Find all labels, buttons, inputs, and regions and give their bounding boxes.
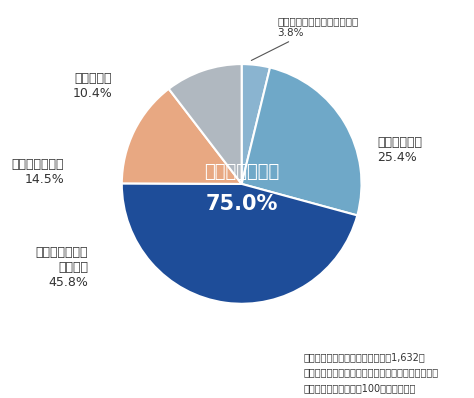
Text: 75.0%: 75.0% [205, 194, 278, 214]
Wedge shape [122, 183, 357, 304]
Text: 取引先の登録状況を確認済み
3.8%: 取引先の登録状況を確認済み 3.8% [251, 16, 359, 60]
Text: 制度開始までに
確認予定
45.8%: 制度開始までに 確認予定 45.8% [36, 246, 88, 289]
Text: 現在、確認中
25.4%: 現在、確認中 25.4% [377, 137, 422, 164]
Wedge shape [122, 89, 242, 184]
Wedge shape [242, 64, 270, 184]
Wedge shape [169, 64, 242, 184]
Text: 分からない
10.4%: 分からない 10.4% [73, 72, 112, 100]
Text: 合計は必ずしも100とはならない: 合計は必ずしも100とはならない [304, 383, 416, 393]
Wedge shape [242, 68, 362, 215]
Text: 特に確認しない
14.5%: 特に確認しない 14.5% [12, 158, 64, 186]
Text: 注１：母数は、有効回答企業１万1,632社: 注１：母数は、有効回答企業１万1,632社 [304, 352, 426, 362]
Text: 注２：小数点以下第２位を四捨五入しているため、: 注２：小数点以下第２位を四捨五入しているため、 [304, 367, 439, 377]
Text: 確認意向がある: 確認意向がある [204, 163, 279, 181]
